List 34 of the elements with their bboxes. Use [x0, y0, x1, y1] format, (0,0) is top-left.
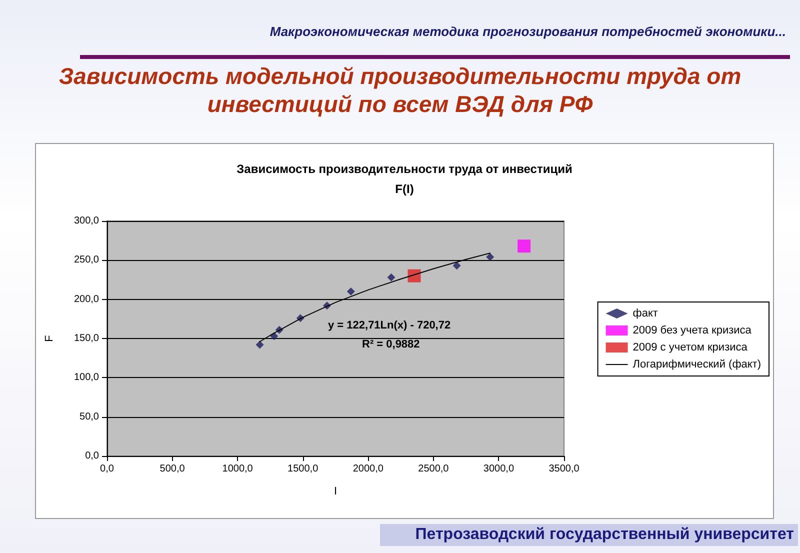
legend-label: факт: [632, 308, 658, 320]
text: Макроэкономическая методика прогнозирования потребностей экономики...: [268, 24, 786, 39]
annotation: y = 122,71Ln(x) - 720,72: [328, 320, 451, 332]
legend-label: 2009 с учетом кризиса: [632, 342, 748, 354]
y-tick-label: 300,0: [74, 216, 100, 226]
chart-subtitle: Зависимость производительности труда от инвестиций F(I): [236, 162, 572, 196]
point: [486, 253, 494, 262]
legend-label: 2009 без учета кризиса: [632, 324, 752, 336]
x-tick-label: 3000,0: [483, 464, 514, 474]
point: [346, 288, 355, 296]
annotation: R² = 0,9882: [362, 338, 420, 350]
x-tick-label: 1000,0: [222, 464, 254, 474]
point: [387, 273, 396, 282]
point: [256, 340, 264, 349]
text: Петрозаводский государственный университет: [380, 524, 798, 546]
x-tick-label: 2000,0: [352, 464, 384, 474]
x-axis-title: I: [334, 486, 338, 498]
y-axis-title: F: [44, 334, 56, 342]
y-tick-label: 50,0: [80, 411, 100, 422]
x-tick-label: 0,0: [100, 464, 114, 474]
y-tick-label: 150,0: [74, 333, 100, 344]
legend-label: Логарифмический (факт): [632, 358, 761, 370]
point: [452, 262, 461, 270]
x-tick-label: 2500,0: [418, 464, 450, 474]
y-tick-label: 100,0: [74, 372, 100, 384]
y-tick-label: 200,0: [74, 294, 100, 305]
x-tick-label: 1500,0: [288, 464, 319, 474]
chart-title: Зависимость модельной производительности труда от инвестиций по всем ВЭД для РФ: [58, 62, 742, 118]
y-tick-label: 0,0: [85, 450, 100, 462]
y-tick-label: 250,0: [74, 254, 100, 266]
point: [408, 269, 421, 282]
point: [518, 240, 531, 253]
x-tick-label: 3500,0: [548, 464, 580, 474]
x-tick-label: 500,0: [160, 464, 186, 474]
